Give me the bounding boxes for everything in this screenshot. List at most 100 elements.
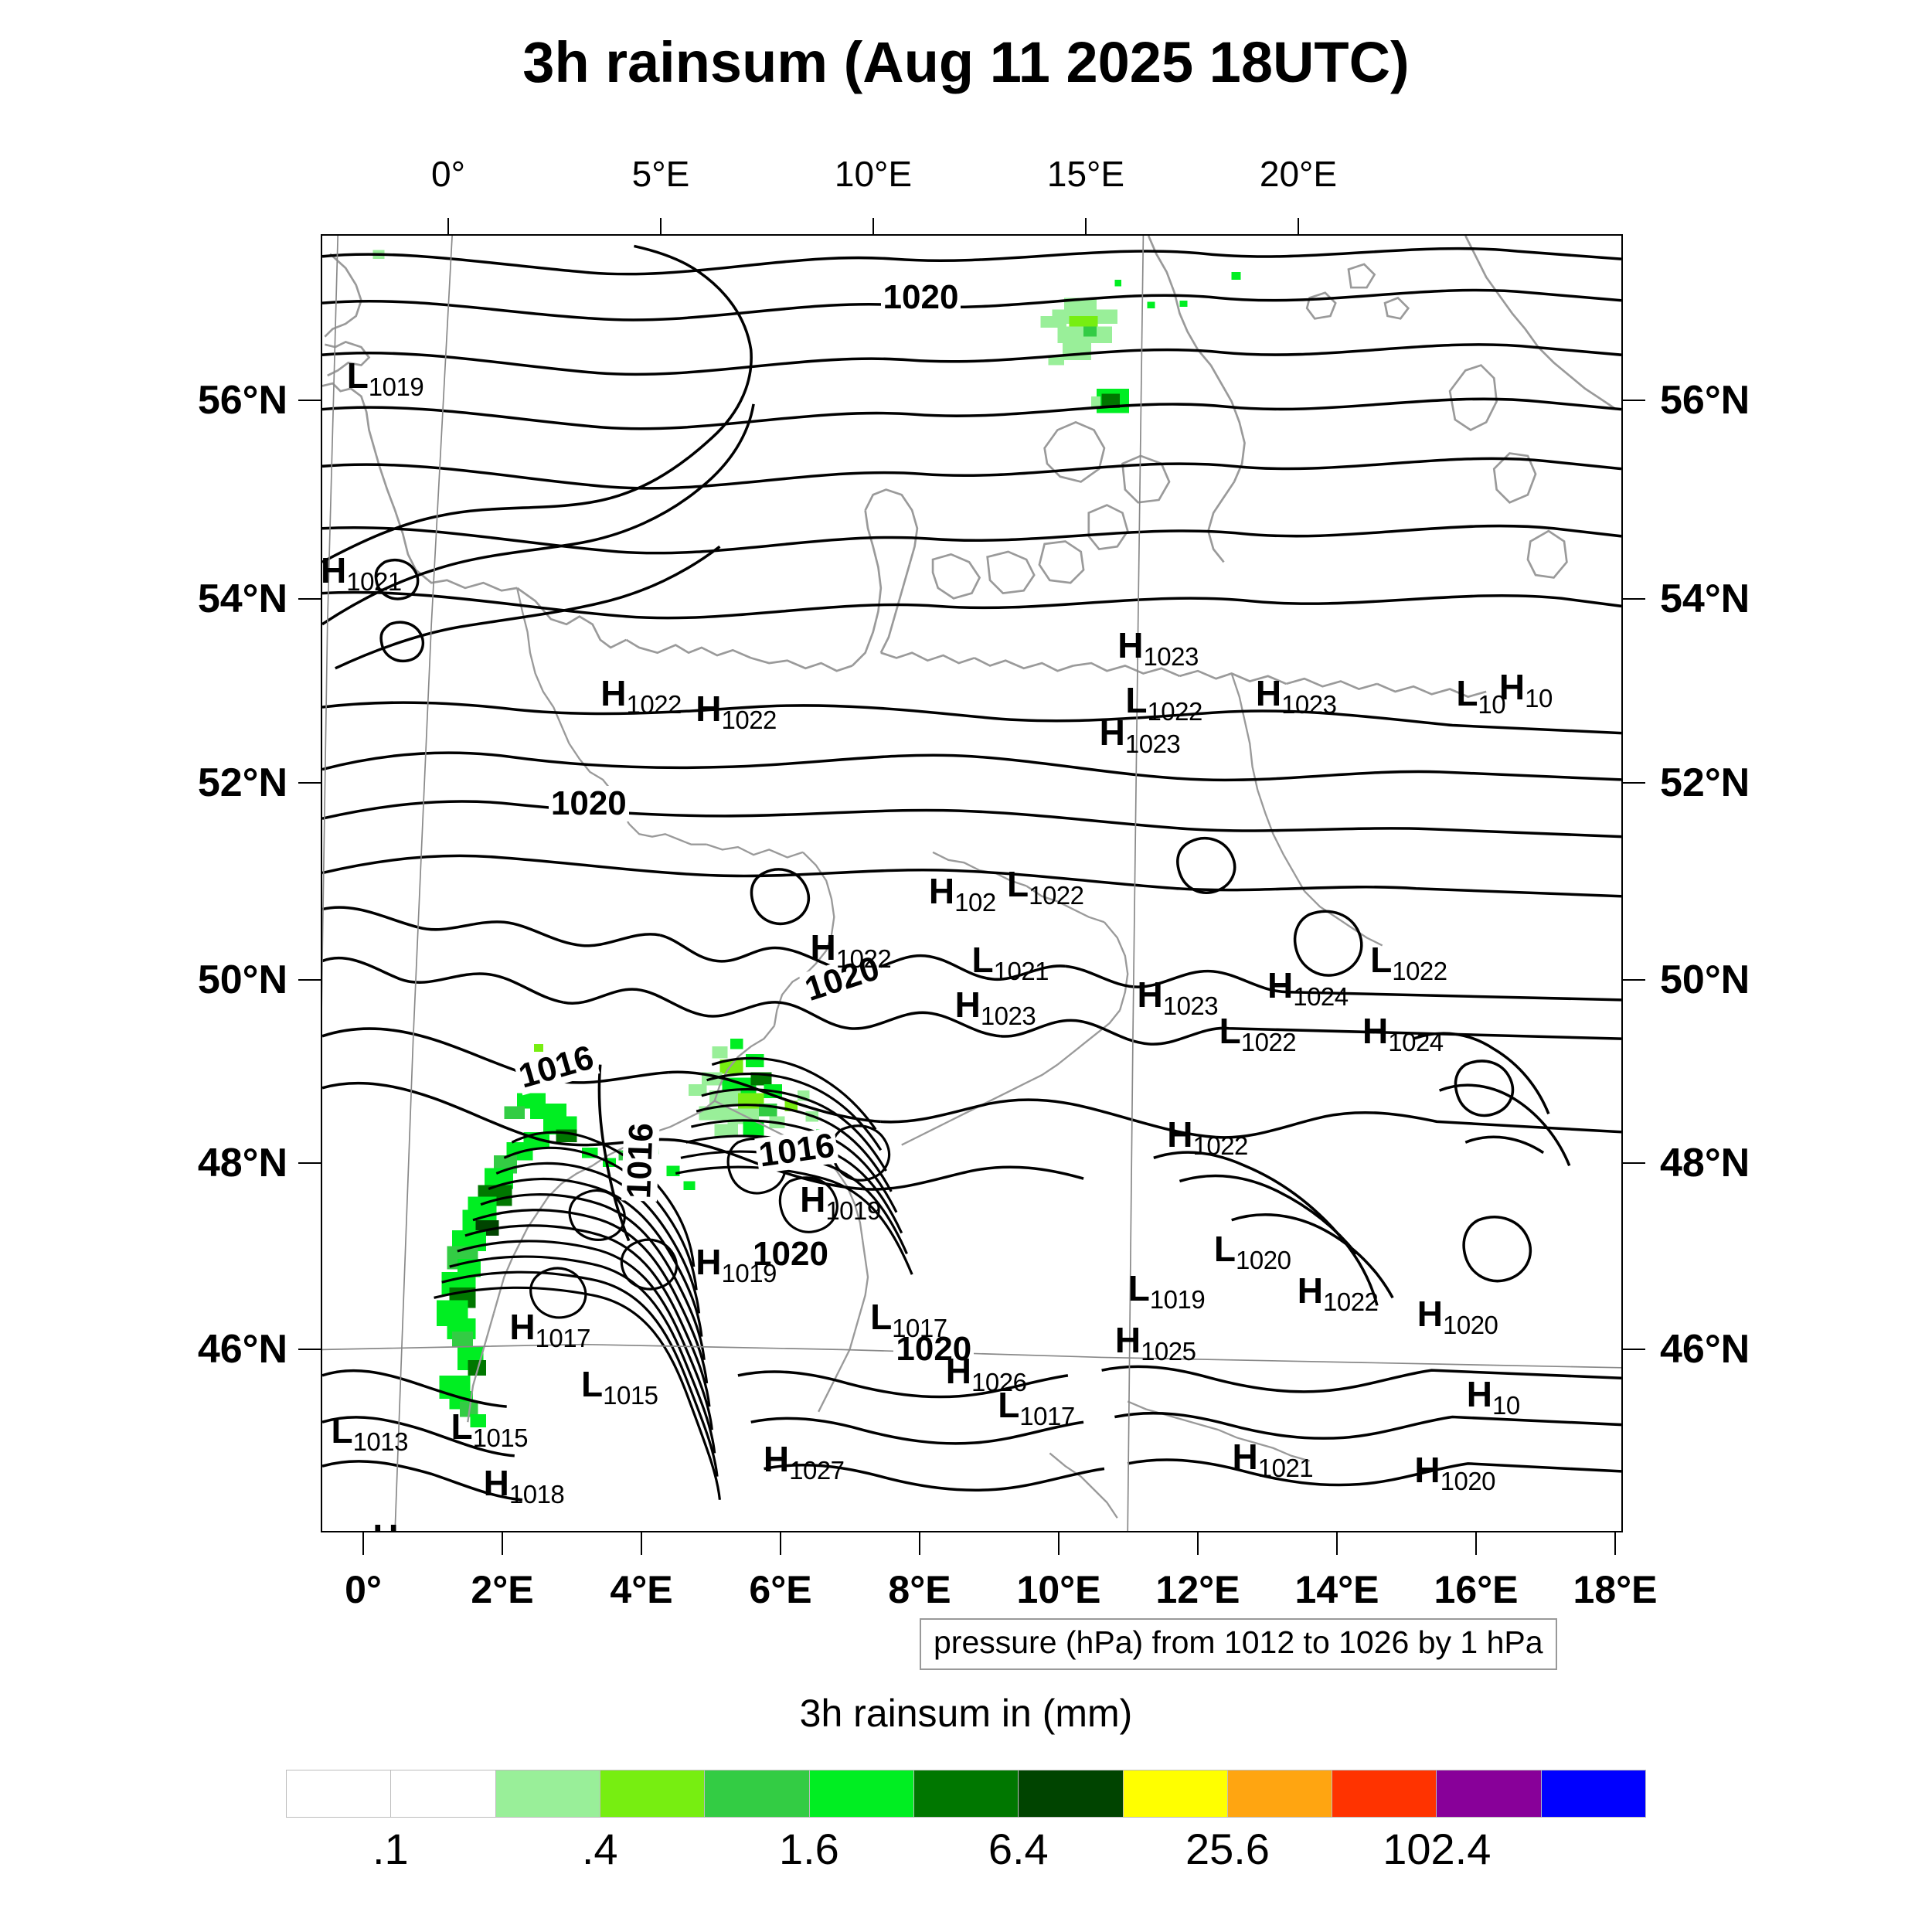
high-pressure-marker: H1022 [1298, 1273, 1379, 1315]
high-pressure-marker: H1018 [484, 1465, 565, 1507]
top-axis-tick-label: 20°E [1259, 154, 1338, 194]
pressure-center-value: 1019 [721, 1259, 777, 1288]
contour-value-label: 1016 [754, 1126, 840, 1174]
left-axis-tick-label: 46°N [197, 1327, 287, 1372]
colorbar-cell[interactable] [913, 1770, 1019, 1817]
pressure-center-value: 1013 [352, 1427, 409, 1457]
colorbar-cell[interactable] [495, 1770, 600, 1817]
pressure-center-type: L [870, 1296, 893, 1337]
colorbar-tick-label: .4 [581, 1825, 618, 1873]
high-pressure-marker: H1022 [1167, 1117, 1248, 1158]
pressure-center-value: 1015 [603, 1380, 658, 1410]
high-pressure-marker: H1022 [811, 930, 892, 971]
low-pressure-marker: L1022 [1125, 682, 1202, 724]
low-pressure-marker: L1022 [1370, 942, 1447, 984]
pressure-center-value: 1022 [1322, 1287, 1379, 1316]
pressure-center-value: 1023 [980, 1002, 1036, 1031]
pressure-center-type: H [1117, 625, 1144, 666]
colorbar-cell[interactable] [1227, 1770, 1333, 1817]
bottom-axis-tick-label: 18°E [1573, 1568, 1658, 1611]
pressure-center-value: 1021 [1257, 1454, 1314, 1483]
colorbar-cell[interactable] [1123, 1770, 1228, 1817]
map-annotation-layer: 1020 1020 1020 1016 1016 1016 1020 1020 L1019 H10… [321, 234, 1623, 1532]
pressure-center-value: 1023 [1143, 642, 1199, 672]
colorbar-tick-label: 25.6 [1185, 1825, 1270, 1873]
colorbar-cell[interactable] [705, 1770, 810, 1817]
top-axis-tick-label: 0° [431, 154, 465, 194]
pressure-center-type: H [483, 1462, 509, 1503]
pressure-center-type: L [1370, 939, 1393, 980]
colorbar-cell[interactable] [1541, 1770, 1646, 1817]
low-pressure-marker: L1015 [581, 1366, 658, 1408]
left-axis-tick-label: 56°N [197, 378, 287, 423]
high-pressure-marker: H1026 [946, 1353, 1027, 1395]
pressure-center-type: L [451, 1406, 473, 1447]
high-pressure-marker: H1023 [955, 987, 1036, 1029]
pressure-center-value: 1023 [1281, 690, 1337, 719]
pressure-center-value: 1024 [1293, 982, 1349, 1012]
bottom-axis-tick-label: 14°E [1294, 1568, 1379, 1611]
pressure-center-value: 1018 [509, 1479, 565, 1509]
pressure-center-type: H [1414, 1449, 1440, 1490]
colorbar-cell[interactable] [391, 1770, 496, 1817]
right-axis-tick-label: 52°N [1660, 760, 1750, 805]
contour-value-label: 1020 [750, 1236, 831, 1273]
colorbar-tick-label: 1.6 [778, 1825, 839, 1873]
high-pressure-marker: H1019 [696, 1244, 777, 1286]
pressure-center-value: 10 [1525, 683, 1553, 713]
low-pressure-marker: L1021 [972, 942, 1049, 984]
pressure-center-value: 1022 [1240, 1028, 1297, 1056]
pressure-center-type: H [1417, 1294, 1443, 1335]
top-tick-marks [447, 218, 1299, 234]
bottom-tick-marks [362, 1532, 1616, 1555]
top-axis-tick-label: 15°E [1046, 154, 1125, 194]
high-pressure-marker: H10 [1499, 669, 1553, 711]
pressure-center-type: H [1362, 1011, 1389, 1051]
pressure-center-type: H [1466, 1374, 1493, 1415]
high-pressure-marker: H1025 [1115, 1322, 1196, 1364]
colorbar-tick-labels: .1 .4 1.6 6.4 25.6 102.4 [286, 1824, 1646, 1886]
pressure-center-value: 1021 [346, 566, 402, 596]
pressure-center-type: L [581, 1363, 604, 1404]
colorbar-cell[interactable] [1437, 1770, 1542, 1817]
high-pressure-marker: H1022 [600, 675, 682, 717]
high-pressure-marker: H1023 [1256, 675, 1337, 717]
low-pressure-marker: L1020 [1214, 1231, 1291, 1273]
pressure-center-type: H [1297, 1270, 1323, 1311]
high-pressure-marker: H1023 [1137, 977, 1218, 1019]
country-border-layer [467, 587, 1383, 1519]
low-pressure-marker: L1019 [347, 358, 424, 400]
low-pressure-marker: L1013 [331, 1413, 408, 1454]
high-pressure-marker: H1023 [1117, 628, 1199, 669]
pressure-center-type: H [1137, 974, 1163, 1015]
colorbar-cell[interactable] [1332, 1770, 1437, 1817]
pressure-center-type: H [372, 1517, 398, 1532]
pressure-center-type: H [763, 1439, 790, 1480]
pressure-center-type: H [1498, 666, 1526, 707]
pressure-center-value: 1019 [368, 372, 424, 401]
left-axis-tick-label: 48°N [197, 1141, 287, 1185]
right-axis-tick-label: 50°N [1660, 957, 1750, 1002]
left-axis-tick-label: 52°N [197, 760, 287, 805]
coastline-layer [322, 236, 1617, 699]
high-pressure-marker: H1024 [1362, 1013, 1444, 1055]
low-pressure-marker: L1017 [998, 1387, 1075, 1429]
pressure-center-type: H [696, 1242, 722, 1283]
top-axis-tick-label: 10°E [834, 154, 913, 194]
low-pressure-marker: L10 [1456, 675, 1505, 717]
pressure-center-type: H [954, 985, 981, 1026]
colorbar-cell[interactable] [1019, 1770, 1124, 1817]
colorbar-cell[interactable] [600, 1770, 706, 1817]
colorbar-cell[interactable] [809, 1770, 914, 1817]
pressure-center-type: H [945, 1351, 972, 1392]
pressure-center-type: H [1167, 1114, 1193, 1155]
colorbar-cell[interactable] [287, 1770, 392, 1817]
top-axis-tick-label: 5°E [631, 154, 690, 194]
colorbar[interactable] [286, 1770, 1646, 1818]
pressure-center-value: 1023 [1162, 991, 1219, 1020]
pressure-center-type: L [998, 1384, 1020, 1425]
pressure-center-type: L [1128, 1267, 1150, 1308]
right-axis-tick-label: 48°N [1660, 1141, 1750, 1185]
pressure-center-value: 102 [954, 887, 996, 917]
map-panel[interactable] [321, 234, 1623, 1532]
